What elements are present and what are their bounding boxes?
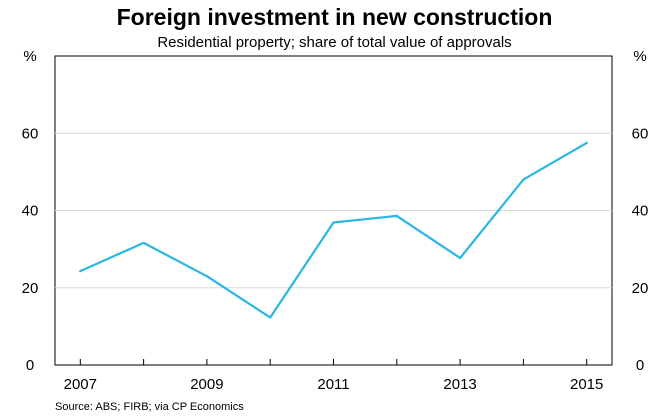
data-point-2014: [522, 178, 525, 181]
axis-labels: 0 0 20 20 40 40 60 60% % 2007 2009 2011 2013 2015: [22, 48, 649, 393]
y-tick-label-left-0: 0: [26, 357, 34, 374]
y-tick-label-right-60: 60: [632, 125, 649, 142]
data-point-2013: [458, 256, 462, 260]
y-tick-label-left-60: 60: [22, 125, 39, 142]
x-tick-label-2007: 2007: [64, 376, 97, 393]
x-tick-label-2011: 2011: [317, 376, 349, 393]
data-point-2008: [142, 241, 145, 245]
y-unit-label-left: %: [23, 48, 36, 65]
data-point-2012: [395, 214, 398, 218]
series-group: [79, 141, 588, 319]
y-tick-label-right-0: 0: [636, 357, 644, 374]
y-tick-label-right-20: 20: [632, 280, 649, 297]
data-point-2007: [79, 270, 82, 273]
y-tick-label-left-40: 40: [22, 203, 39, 220]
y-tick-label-right-40: 40: [632, 203, 649, 220]
series-line-0: [79, 141, 588, 319]
axis-ticks: [79, 359, 588, 365]
y-tick-label-left-20: 20: [22, 280, 39, 297]
y-unit-label-right: %: [633, 48, 646, 65]
x-tick-label-2015: 2015: [570, 376, 603, 393]
source-note: Source: ABS; FIRB; via CP Economics: [55, 401, 244, 413]
data-point-2009: [205, 275, 209, 278]
data-point-2011: [332, 221, 335, 224]
data-point-2015: [585, 141, 588, 145]
chart-title: Foreign investment in new construction: [116, 4, 553, 30]
data-point-2010: [269, 316, 272, 319]
x-tick-label-2009: 2009: [190, 376, 223, 393]
chart-subtitle: Residential property; share of total val…: [157, 34, 512, 51]
x-tick-label-2013: 2013: [443, 376, 476, 393]
gridlines: [55, 132, 612, 289]
